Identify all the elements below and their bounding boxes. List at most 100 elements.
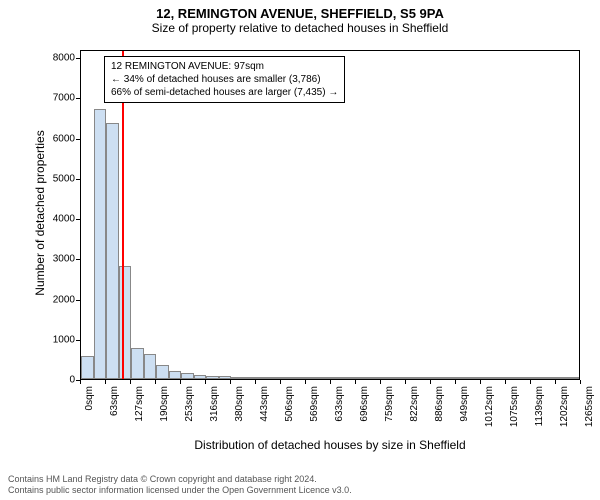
xtick-mark [130,380,131,384]
xtick-label: 1075sqm [509,386,520,427]
ytick-label: 7000 [53,93,75,104]
xtick-mark [455,380,456,384]
bar [269,377,282,379]
bar [106,123,119,379]
bar [544,377,557,379]
footer-attribution: Contains HM Land Registry data © Crown c… [8,474,352,496]
ytick-label: 3000 [53,254,75,265]
xtick-label: 696sqm [359,386,370,422]
bar [81,356,94,379]
ytick-label: 0 [69,375,75,386]
bar [131,348,144,379]
ytick-label: 5000 [53,173,75,184]
xtick-mark [580,380,581,384]
xtick-label: 127sqm [134,386,145,422]
ytick-mark [76,300,80,301]
xtick-label: 190sqm [159,386,170,422]
bar [431,377,444,379]
bar [419,377,432,379]
ytick-label: 8000 [53,53,75,64]
xtick-mark [105,380,106,384]
ytick-mark [76,219,80,220]
bar [156,365,169,379]
ytick-label: 2000 [53,294,75,305]
ytick-mark [76,139,80,140]
xtick-label: 380sqm [234,386,245,422]
bar [481,377,494,379]
bar [381,377,394,379]
xtick-mark [330,380,331,384]
xtick-label: 506sqm [284,386,295,422]
xtick-label: 63sqm [109,386,120,416]
bar [181,373,194,379]
xtick-mark [180,380,181,384]
bar [294,377,307,379]
bar [94,109,107,379]
footer-line2: Contains public sector information licen… [8,485,352,496]
bar [344,377,357,379]
xtick-mark [280,380,281,384]
xtick-mark [380,380,381,384]
bar [281,377,294,379]
bar [194,375,207,379]
xtick-mark [255,380,256,384]
bar [394,377,407,379]
xtick-mark [555,380,556,384]
xtick-mark [405,380,406,384]
info-line3: 66% of semi-detached houses are larger (… [111,86,338,99]
xtick-mark [305,380,306,384]
ytick-mark [76,259,80,260]
bar [569,377,581,379]
bar [119,266,132,379]
xtick-label: 1202sqm [559,386,570,427]
bar [519,377,532,379]
xtick-mark [480,380,481,384]
bar [244,377,257,379]
xtick-label: 1139sqm [534,386,545,426]
chart-title-line1: 12, REMINGTON AVENUE, SHEFFIELD, S5 9PA [0,0,600,21]
bar [456,377,469,379]
bar [231,377,244,379]
bar [369,377,382,379]
bar [469,377,482,379]
xtick-mark [430,380,431,384]
xtick-label: 886sqm [434,386,445,422]
bar [219,376,232,379]
bar [144,354,157,379]
info-box: 12 REMINGTON AVENUE: 97sqm ← 34% of deta… [104,56,345,103]
bar [306,377,319,379]
xtick-mark [155,380,156,384]
footer-line1: Contains HM Land Registry data © Crown c… [8,474,352,485]
xtick-mark [230,380,231,384]
xtick-mark [530,380,531,384]
ytick-mark [76,179,80,180]
ytick-label: 4000 [53,214,75,225]
bar [406,377,419,379]
bar [169,371,182,379]
xtick-label: 443sqm [259,386,270,422]
bar [356,377,369,379]
bar [319,377,332,379]
xtick-label: 1012sqm [484,386,495,427]
xtick-label: 822sqm [409,386,420,422]
xtick-label: 569sqm [309,386,320,422]
xtick-label: 759sqm [384,386,395,422]
bar [531,377,544,379]
info-line1: 12 REMINGTON AVENUE: 97sqm [111,60,338,73]
ytick-mark [76,58,80,59]
bar [206,376,219,379]
xtick-mark [505,380,506,384]
info-line2: ← 34% of detached houses are smaller (3,… [111,73,338,86]
xtick-mark [355,380,356,384]
xtick-label: 253sqm [184,386,195,422]
ytick-label: 6000 [53,133,75,144]
chart-title-line2: Size of property relative to detached ho… [0,21,600,35]
ytick-label: 1000 [53,334,75,345]
bar [506,377,519,379]
bar [331,377,344,379]
bar [256,377,269,379]
ytick-mark [76,340,80,341]
bar [556,377,569,379]
x-axis-label: Distribution of detached houses by size … [80,438,580,452]
xtick-mark [205,380,206,384]
